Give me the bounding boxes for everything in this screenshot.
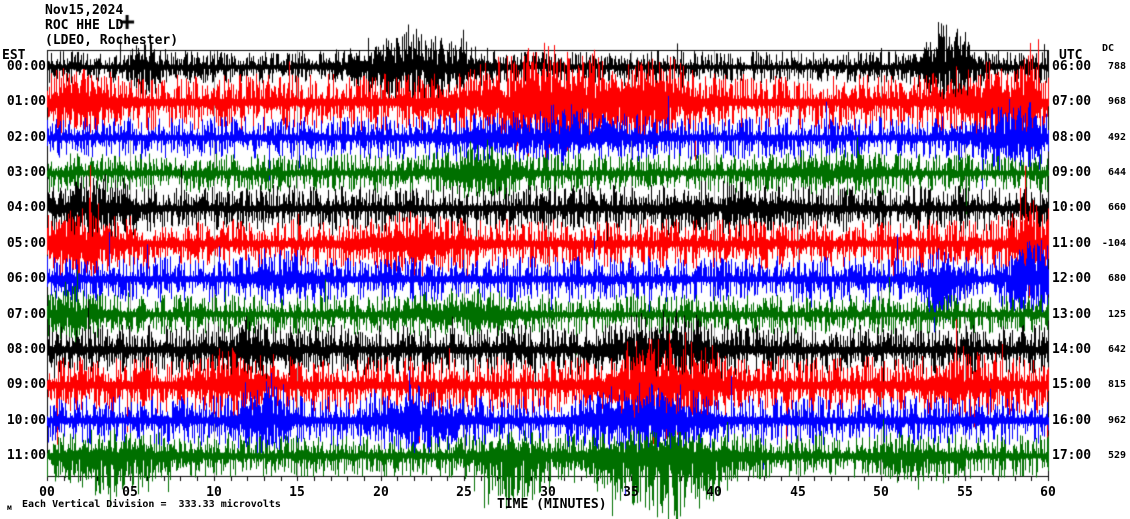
- scale-note-text: Each Vertical Division =: [22, 499, 167, 510]
- title-station: ROC HHE LD: [45, 18, 124, 33]
- utc-time-label: 08:00: [1052, 130, 1092, 145]
- x-tick-label: 15: [289, 485, 305, 500]
- x-tick-label: 25: [456, 485, 472, 500]
- scale-note-value: 333.33 microvolts: [178, 499, 281, 510]
- dc-value: 660: [1107, 202, 1126, 213]
- utc-time-label: 06:00: [1052, 59, 1092, 74]
- x-tick-label: 40: [706, 485, 722, 500]
- utc-time-label: 11:00: [1052, 236, 1092, 251]
- est-time-label: 07:00: [6, 307, 46, 322]
- est-time-label: 01:00: [6, 94, 46, 109]
- est-time-label: 11:00: [6, 448, 46, 463]
- dc-value: 125: [1107, 309, 1126, 320]
- x-tick-label: 10: [206, 485, 222, 500]
- dc-value: 962: [1107, 415, 1126, 426]
- est-time-label: 06:00: [6, 271, 46, 286]
- est-time-label: 04:00: [6, 200, 46, 215]
- x-tick-label: 00: [39, 485, 55, 500]
- x-tick-label: 30: [540, 485, 556, 500]
- x-tick-label: 35: [623, 485, 639, 500]
- utc-time-label: 13:00: [1052, 307, 1092, 322]
- title-date: Nov15,2024: [45, 3, 124, 18]
- est-time-label: 10:00: [6, 413, 46, 428]
- est-time-label: 03:00: [6, 165, 46, 180]
- utc-time-label: 14:00: [1052, 342, 1092, 357]
- utc-time-label: 15:00: [1052, 377, 1092, 392]
- utc-time-label: 12:00: [1052, 271, 1092, 286]
- est-time-label: 00:00: [6, 59, 46, 74]
- watermark-mark: м: [7, 503, 12, 512]
- dc-value: 788: [1107, 61, 1126, 72]
- time-axis-title: TIME (MINUTES): [497, 497, 607, 512]
- est-axis-header: EST: [2, 48, 26, 63]
- dc-value: 815: [1107, 379, 1126, 390]
- dc-value: 644: [1107, 167, 1126, 178]
- est-time-label: 09:00: [6, 377, 46, 392]
- est-time-label: 02:00: [6, 130, 46, 145]
- utc-axis-header: UTC: [1059, 48, 1083, 63]
- title-network: (LDEO, Rochester): [45, 33, 179, 48]
- utc-time-label: 07:00: [1052, 94, 1092, 109]
- dc-column-header: DC: [1102, 43, 1115, 54]
- utc-time-label: 09:00: [1052, 165, 1092, 180]
- dc-value: -104: [1101, 238, 1126, 249]
- x-tick-label: 60: [1040, 485, 1056, 500]
- utc-time-label: 16:00: [1052, 413, 1092, 428]
- x-tick-label: 55: [957, 485, 973, 500]
- dc-value: 529: [1107, 450, 1126, 461]
- x-tick-label: 50: [873, 485, 889, 500]
- est-time-label: 08:00: [6, 342, 46, 357]
- scale-note: Each Vertical Division = 333.33 microvol…: [22, 499, 281, 510]
- dc-value: 492: [1107, 132, 1126, 143]
- utc-time-label: 17:00: [1052, 448, 1092, 463]
- dc-value: 642: [1107, 344, 1126, 355]
- x-tick-label: 05: [122, 485, 138, 500]
- x-tick-label: 20: [373, 485, 389, 500]
- utc-time-label: 10:00: [1052, 200, 1092, 215]
- dc-value: 680: [1107, 273, 1126, 284]
- x-tick-label: 45: [790, 485, 806, 500]
- dc-value: 968: [1107, 96, 1126, 107]
- est-time-label: 05:00: [6, 236, 46, 251]
